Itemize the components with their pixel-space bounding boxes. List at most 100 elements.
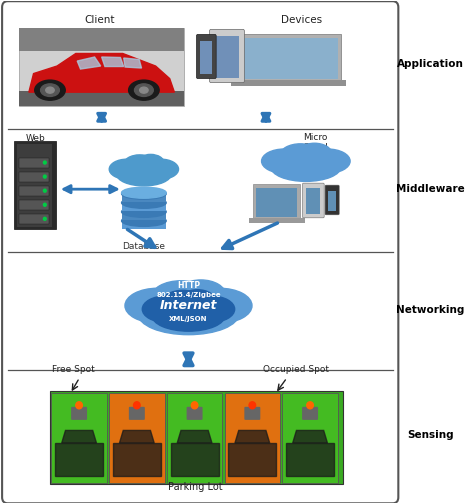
FancyBboxPatch shape	[302, 183, 324, 218]
Polygon shape	[235, 430, 270, 443]
Circle shape	[191, 402, 198, 409]
Text: Devices: Devices	[281, 15, 322, 25]
FancyBboxPatch shape	[328, 191, 337, 211]
FancyBboxPatch shape	[122, 193, 166, 202]
Text: Parking Lot: Parking Lot	[168, 482, 223, 492]
FancyBboxPatch shape	[302, 407, 318, 420]
Polygon shape	[101, 57, 124, 67]
Polygon shape	[113, 443, 161, 476]
Ellipse shape	[121, 160, 167, 179]
Ellipse shape	[135, 84, 153, 96]
FancyBboxPatch shape	[214, 36, 239, 78]
Ellipse shape	[297, 143, 332, 164]
Polygon shape	[177, 430, 212, 443]
Ellipse shape	[121, 188, 166, 199]
Polygon shape	[228, 443, 276, 476]
Polygon shape	[293, 430, 328, 443]
FancyBboxPatch shape	[196, 34, 216, 79]
Ellipse shape	[162, 290, 204, 316]
Ellipse shape	[276, 150, 336, 173]
FancyBboxPatch shape	[236, 34, 341, 82]
Circle shape	[44, 161, 46, 164]
Ellipse shape	[262, 149, 307, 173]
FancyBboxPatch shape	[18, 171, 48, 181]
Text: Networking: Networking	[396, 305, 465, 315]
Ellipse shape	[41, 84, 59, 96]
Text: Free Spot: Free Spot	[52, 364, 95, 373]
Circle shape	[249, 402, 255, 409]
Ellipse shape	[46, 87, 54, 93]
FancyBboxPatch shape	[2, 1, 398, 503]
Text: Database: Database	[122, 242, 165, 251]
Ellipse shape	[124, 155, 156, 174]
FancyBboxPatch shape	[14, 142, 56, 229]
FancyBboxPatch shape	[225, 393, 280, 483]
Text: Occupied Spot: Occupied Spot	[264, 364, 329, 373]
Ellipse shape	[176, 280, 226, 310]
Polygon shape	[62, 430, 97, 443]
Ellipse shape	[138, 293, 239, 335]
Circle shape	[134, 402, 140, 409]
Circle shape	[307, 402, 313, 409]
Ellipse shape	[121, 197, 166, 208]
Text: Sensing: Sensing	[407, 430, 454, 440]
Polygon shape	[77, 57, 100, 69]
Ellipse shape	[125, 288, 190, 323]
FancyBboxPatch shape	[50, 391, 343, 484]
Circle shape	[44, 217, 46, 220]
Ellipse shape	[280, 144, 321, 167]
Polygon shape	[55, 443, 103, 476]
Ellipse shape	[187, 296, 235, 323]
Polygon shape	[124, 58, 142, 68]
Ellipse shape	[157, 297, 219, 322]
FancyBboxPatch shape	[255, 187, 297, 217]
Text: Middleware: Middleware	[396, 184, 465, 194]
Ellipse shape	[137, 154, 164, 171]
Ellipse shape	[180, 290, 216, 312]
Ellipse shape	[109, 159, 145, 179]
FancyBboxPatch shape	[17, 144, 52, 227]
Text: HTTP: HTTP	[177, 281, 200, 290]
Ellipse shape	[142, 296, 190, 323]
Polygon shape	[171, 443, 219, 476]
Ellipse shape	[121, 206, 166, 217]
FancyBboxPatch shape	[18, 214, 48, 224]
FancyBboxPatch shape	[253, 184, 300, 219]
FancyBboxPatch shape	[200, 41, 212, 74]
Circle shape	[44, 175, 46, 178]
FancyBboxPatch shape	[231, 80, 346, 86]
FancyBboxPatch shape	[122, 220, 166, 229]
Ellipse shape	[151, 281, 210, 314]
FancyBboxPatch shape	[19, 28, 184, 106]
Circle shape	[44, 189, 46, 192]
FancyBboxPatch shape	[51, 393, 107, 483]
Ellipse shape	[305, 149, 350, 173]
FancyBboxPatch shape	[18, 185, 48, 196]
FancyBboxPatch shape	[19, 91, 184, 106]
Text: Web
Server: Web Server	[21, 134, 51, 153]
Ellipse shape	[271, 153, 341, 181]
Text: Internet: Internet	[160, 299, 217, 312]
Ellipse shape	[128, 80, 159, 100]
Ellipse shape	[146, 289, 231, 322]
FancyBboxPatch shape	[325, 185, 339, 215]
Circle shape	[76, 402, 82, 409]
Ellipse shape	[140, 87, 148, 93]
Circle shape	[44, 203, 46, 206]
FancyBboxPatch shape	[122, 211, 166, 220]
FancyBboxPatch shape	[18, 158, 48, 167]
FancyBboxPatch shape	[283, 393, 338, 483]
FancyBboxPatch shape	[19, 28, 184, 51]
Ellipse shape	[117, 162, 171, 186]
Text: XML/JSON: XML/JSON	[169, 316, 208, 322]
Polygon shape	[286, 443, 334, 476]
Ellipse shape	[187, 288, 252, 323]
FancyBboxPatch shape	[248, 218, 305, 223]
Text: Application: Application	[397, 58, 464, 69]
FancyBboxPatch shape	[167, 393, 222, 483]
FancyBboxPatch shape	[71, 407, 87, 420]
Ellipse shape	[35, 80, 65, 100]
Polygon shape	[29, 53, 174, 92]
FancyBboxPatch shape	[238, 38, 338, 79]
Polygon shape	[119, 430, 154, 443]
